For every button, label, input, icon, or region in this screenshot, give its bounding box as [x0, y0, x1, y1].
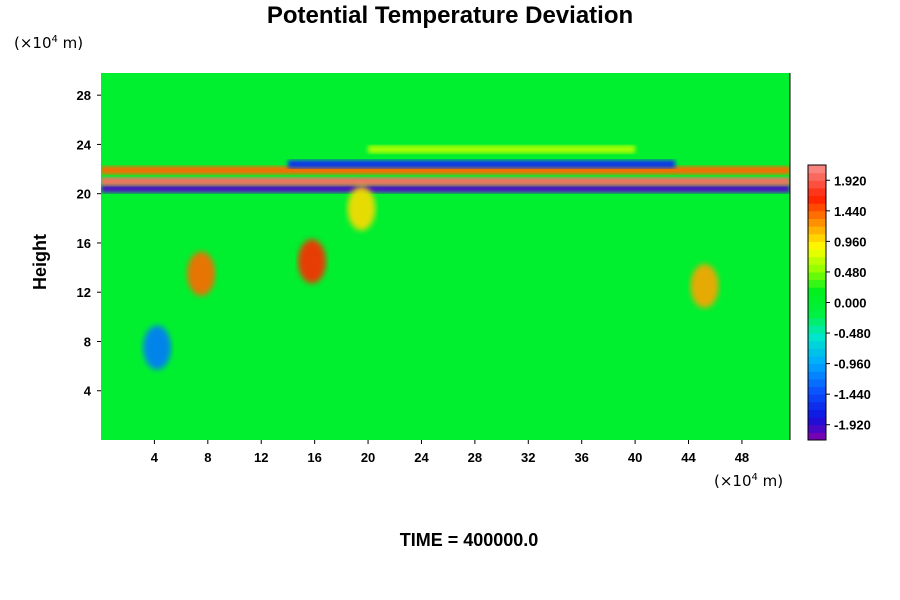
- colorbar-segment: [808, 172, 826, 181]
- colorbar-segment: [808, 325, 826, 334]
- colorbar-segment: [808, 348, 826, 357]
- colorbar-segment: [808, 310, 826, 319]
- colorbar-segment: [808, 241, 826, 250]
- colorbar-label: 0.960: [834, 234, 867, 249]
- x-tick-label: 44: [681, 450, 696, 465]
- x-tick-label: 24: [414, 450, 429, 465]
- y-tick-label: 24: [77, 137, 92, 152]
- colorbar-segment: [808, 187, 826, 197]
- anomaly-blob: [143, 325, 172, 370]
- y-tick-label: 28: [77, 88, 91, 103]
- colorbar-segment: [808, 287, 826, 296]
- x-tick-label: 16: [307, 450, 321, 465]
- colorbar-segment: [808, 394, 826, 403]
- y-tick-label: 20: [77, 187, 91, 202]
- x-tick-label: 32: [521, 450, 535, 465]
- x-axis-unit: (×104 m): [714, 472, 784, 490]
- layer-band: [101, 184, 790, 193]
- colorbar-label: 0.000: [834, 296, 867, 311]
- colorbar-segment: [808, 279, 826, 288]
- colorbar-label: 1.920: [834, 173, 867, 188]
- x-tick-label: 12: [254, 450, 268, 465]
- anomaly-blob: [690, 264, 719, 309]
- plot-area: [101, 73, 790, 440]
- colorbar-segment: [808, 317, 826, 326]
- colorbar-segment: [808, 378, 826, 388]
- colorbar-segment: [808, 165, 826, 174]
- colorbar-label: -0.960: [834, 357, 871, 372]
- colorbar-segment: [808, 233, 826, 242]
- y-tick-label: 16: [77, 236, 91, 251]
- colorbar-label: 0.480: [834, 265, 867, 280]
- colorbar-segment: [808, 180, 826, 189]
- colorbar-label: -0.480: [834, 326, 871, 341]
- colorbar-segment: [808, 417, 826, 426]
- colorbar-label: -1.920: [834, 418, 871, 433]
- x-tick-label: 28: [468, 450, 482, 465]
- colorbar-segment: [808, 210, 826, 219]
- anomaly-blob: [347, 186, 376, 231]
- colorbar-segment: [808, 264, 826, 273]
- colorbar-segment: [808, 195, 826, 204]
- colorbar-segment: [808, 363, 826, 372]
- colorbar-label: -1.440: [834, 387, 871, 402]
- x-tick-label: 20: [361, 450, 375, 465]
- colorbar-segment: [808, 271, 826, 281]
- colorbar-segment: [808, 409, 826, 418]
- y-tick-label: 4: [84, 384, 92, 399]
- colorbar-segment: [808, 401, 826, 410]
- colorbar-label: 1.440: [834, 204, 867, 219]
- y-axis-unit: (×104 m): [14, 34, 84, 52]
- colorbar-segment: [808, 218, 826, 227]
- x-tick-label: 36: [574, 450, 588, 465]
- x-tick-label: 8: [204, 450, 211, 465]
- layer-band: [101, 166, 790, 175]
- colorbar-segment: [808, 249, 826, 258]
- y-tick-label: 12: [77, 285, 91, 300]
- chart-title: Potential Temperature Deviation: [266, 2, 634, 29]
- layer-band: [101, 177, 790, 186]
- anomaly-blob: [187, 251, 216, 296]
- x-tick-label: 40: [628, 450, 642, 465]
- anomaly-blob: [297, 239, 326, 284]
- layer-band: [287, 160, 676, 169]
- colorbar-segment: [808, 256, 826, 265]
- colorbar-segment: [808, 355, 826, 365]
- colorbar-segment: [808, 226, 826, 235]
- colorbar-segment: [808, 203, 826, 212]
- colorbar-segment: [808, 302, 826, 311]
- colorbar-segment: [808, 333, 826, 342]
- colorbar-segment: [808, 340, 826, 349]
- y-tick-label: 8: [84, 334, 91, 349]
- x-tick-label: 4: [151, 450, 159, 465]
- time-label: TIME = 400000.0: [399, 530, 539, 550]
- colorbar-segment: [808, 371, 826, 380]
- layer-band: [368, 145, 636, 154]
- colorbar-segment: [808, 432, 826, 441]
- colorbar-segment: [808, 294, 826, 303]
- x-tick-label: 48: [735, 450, 749, 465]
- colorbar-segment: [808, 424, 826, 433]
- colorbar-segment: [808, 386, 826, 395]
